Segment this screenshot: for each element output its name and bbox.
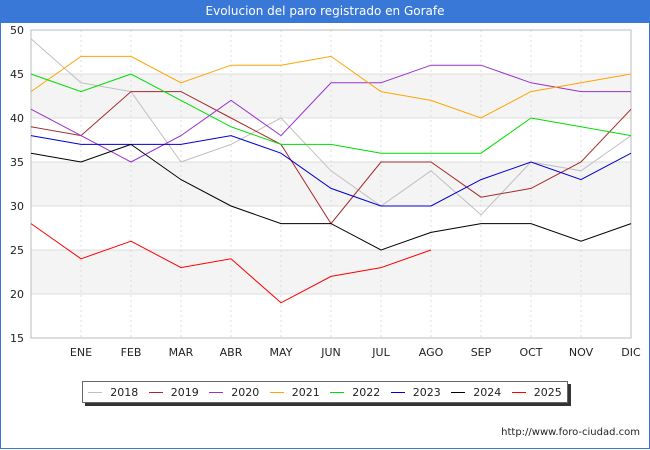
x-tick-label: AGO (419, 346, 444, 359)
x-tick-label: MAR (169, 346, 194, 359)
legend-swatch (451, 391, 466, 393)
legend-label: 2023 (412, 385, 441, 399)
x-tick-label: ENE (70, 346, 92, 359)
legend-item-2021: 2021 (269, 385, 320, 399)
x-tick-label: DIC (621, 346, 641, 359)
legend-swatch (148, 391, 163, 393)
legend-item-2020: 2020 (209, 386, 259, 399)
legend-item-2022: 2022 (330, 386, 380, 399)
series-line-2021 (30, 55, 632, 119)
y-tick-label: 20 (10, 288, 24, 301)
y-tick-label: 25 (10, 244, 24, 257)
plot-band (31, 206, 631, 250)
legend-swatch (390, 391, 405, 393)
legend-label: 2018 (110, 385, 139, 399)
legend-label: 2025 (533, 385, 562, 399)
x-tick-label: JUL (371, 346, 390, 359)
series-line-2024 (30, 143, 632, 251)
legend-label: 2019 (170, 385, 199, 399)
legend-swatch (209, 391, 224, 393)
legend-item-2023: 2023 (390, 385, 441, 399)
x-tick-label: OCT (519, 346, 542, 359)
x-tick-label: JUN (320, 346, 341, 359)
legend-label: 2020 (231, 385, 260, 399)
x-tick-label: ABR (220, 346, 243, 359)
legend-label: 2022 (352, 385, 381, 399)
y-tick-label: 30 (10, 200, 24, 213)
legend-label: 2024 (473, 385, 502, 399)
chart-title: Evolucion del paro registrado en Gorafe (0, 0, 650, 23)
legend-swatch (269, 391, 284, 393)
series-line-2022 (30, 73, 632, 154)
series-lines (30, 38, 632, 304)
legend: 2018 2019 2020 2021 2022 2023 2024 2025 (82, 381, 568, 403)
source-credit: http://www.foro-ciudad.com (501, 427, 640, 438)
x-tick-label: SEP (471, 346, 492, 359)
x-tick-label: NOV (569, 346, 594, 359)
y-tick-label: 45 (10, 68, 24, 81)
x-tick-labels: ENE FEB MAR ABR MAY JUN JUL AGO SEP OCT NOV DIC (70, 346, 641, 359)
legend-item-2019: 2019 (148, 385, 199, 399)
legend-item-2018: 2018 (88, 386, 138, 399)
y-tick-label: 15 (10, 332, 24, 345)
y-tick-label: 50 (10, 24, 24, 37)
legend-swatch (330, 391, 345, 393)
legend-item-2024: 2024 (451, 386, 501, 399)
x-tick-label: MAY (270, 346, 293, 359)
legend-swatch (511, 391, 526, 393)
y-tick-label: 35 (10, 156, 24, 169)
legend-label: 2021 (291, 385, 320, 399)
plot-band (31, 162, 631, 206)
y-tick-label: 40 (10, 112, 24, 125)
x-tick-label: FEB (121, 346, 142, 359)
plot-border (30, 29, 632, 339)
series-line-2020 (30, 64, 631, 163)
legend-swatch (88, 391, 103, 393)
y-tick-labels: 15 20 25 30 35 40 45 50 (10, 24, 24, 345)
series-line-2025 (30, 223, 432, 304)
legend-item-2025: 2025 (511, 385, 562, 399)
